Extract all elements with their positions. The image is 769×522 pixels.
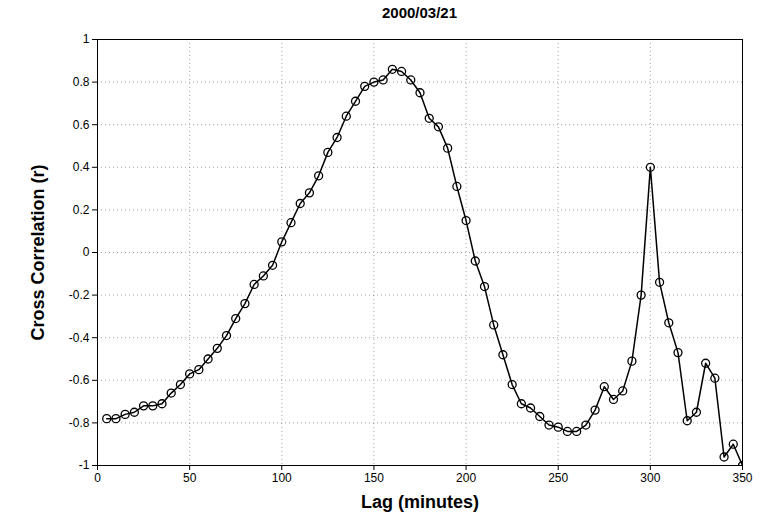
svg-text:300: 300 xyxy=(640,471,660,485)
svg-text:250: 250 xyxy=(548,471,568,485)
svg-text:-0.8: -0.8 xyxy=(69,416,90,430)
svg-text:0.2: 0.2 xyxy=(73,203,90,217)
svg-text:-0.6: -0.6 xyxy=(69,373,90,387)
svg-text:50: 50 xyxy=(183,471,197,485)
svg-text:200: 200 xyxy=(456,471,476,485)
html-text:2000/03/21: 2000/03/21 xyxy=(382,4,457,21)
svg-text:-1: -1 xyxy=(79,458,90,472)
svg-text:-0.4: -0.4 xyxy=(69,331,90,345)
svg-text:-0.2: -0.2 xyxy=(69,288,90,302)
svg-text:0.6: 0.6 xyxy=(73,118,90,132)
svg-text:350: 350 xyxy=(732,471,752,485)
svg-text:0: 0 xyxy=(94,471,101,485)
svg-text:100: 100 xyxy=(272,471,292,485)
svg-text:1: 1 xyxy=(83,32,90,46)
svg-text:0.4: 0.4 xyxy=(73,160,90,174)
svg-text:0.8: 0.8 xyxy=(73,75,90,89)
svg-text:Lag (minutes): Lag (minutes) xyxy=(361,492,479,512)
svg-text:0: 0 xyxy=(83,245,90,259)
svg-text:150: 150 xyxy=(364,471,384,485)
svg-text:Cross Correlation (r): Cross Correlation (r) xyxy=(28,164,48,340)
